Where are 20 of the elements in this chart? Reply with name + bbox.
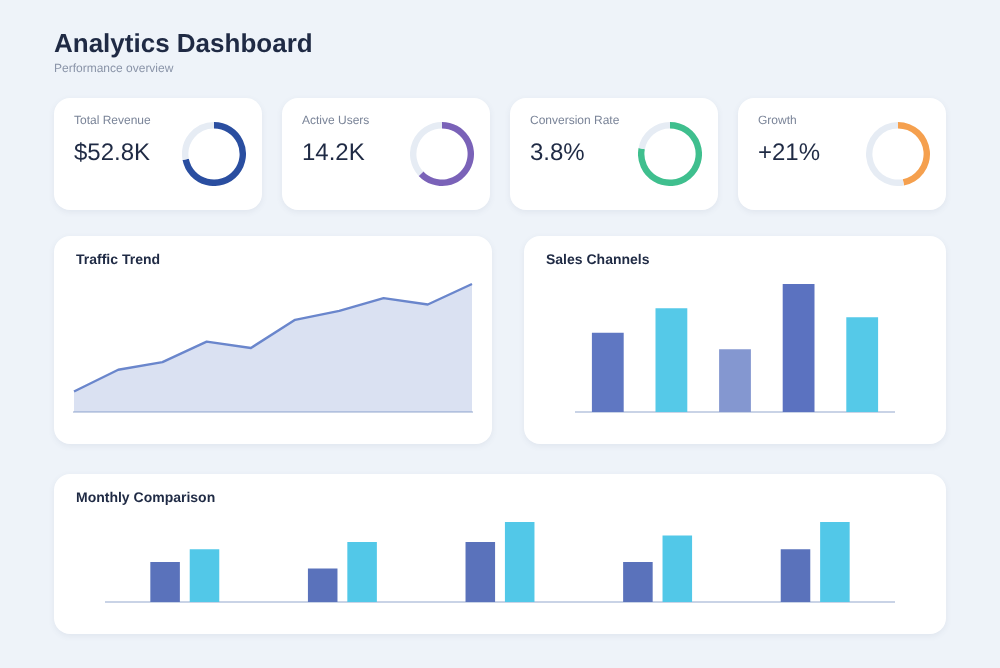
bar [465,542,496,602]
bar [623,562,653,602]
text: $52.8K [74,138,151,166]
text: 14.2K [302,138,365,166]
bar [189,549,220,602]
bar [307,568,338,602]
bar [655,308,688,412]
bar [820,522,850,602]
text: Analytics Dashboard [54,28,313,58]
bar [591,332,624,412]
bar [662,535,693,602]
bar [504,522,535,602]
bar [150,562,180,602]
text: 3.8% [530,138,585,166]
bar [782,284,815,412]
bar [347,542,377,602]
bar [780,549,811,602]
text: +21% [758,138,821,166]
bar [719,349,751,412]
bar [846,317,879,412]
